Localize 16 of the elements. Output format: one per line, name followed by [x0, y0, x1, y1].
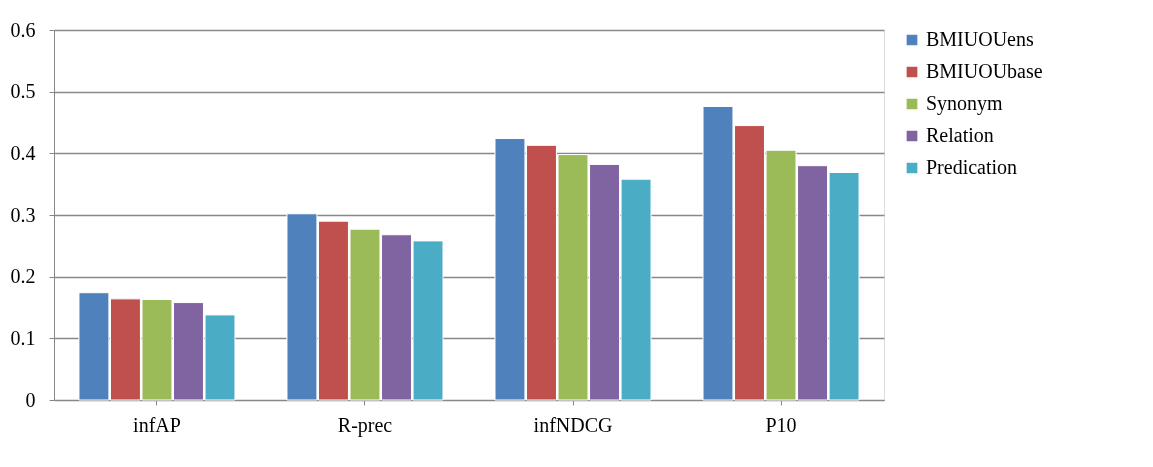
y-tick-label: 0.5: [10, 80, 36, 103]
y-tick-label: 0.6: [10, 18, 36, 41]
y-tick-label: 0.1: [10, 326, 36, 349]
legend-label: BMIUOUbase: [926, 60, 1043, 82]
legend-label: BMIUOUens: [926, 28, 1034, 50]
legend-label: Predication: [926, 156, 1018, 178]
y-tick-label: 0.4: [10, 141, 36, 164]
y-tick-label: 0.2: [10, 265, 36, 288]
x-tick-label: P10: [765, 413, 797, 436]
x-tick-label: R-prec: [337, 413, 393, 437]
y-tick-label: 0.3: [10, 203, 36, 226]
x-tick-label: infNDCG: [533, 413, 613, 436]
legend-label: Synonym: [926, 92, 1004, 115]
legend-label: Relation: [926, 124, 994, 146]
y-tick-label: 0: [25, 388, 36, 411]
x-tick-label: infAP: [133, 413, 181, 436]
